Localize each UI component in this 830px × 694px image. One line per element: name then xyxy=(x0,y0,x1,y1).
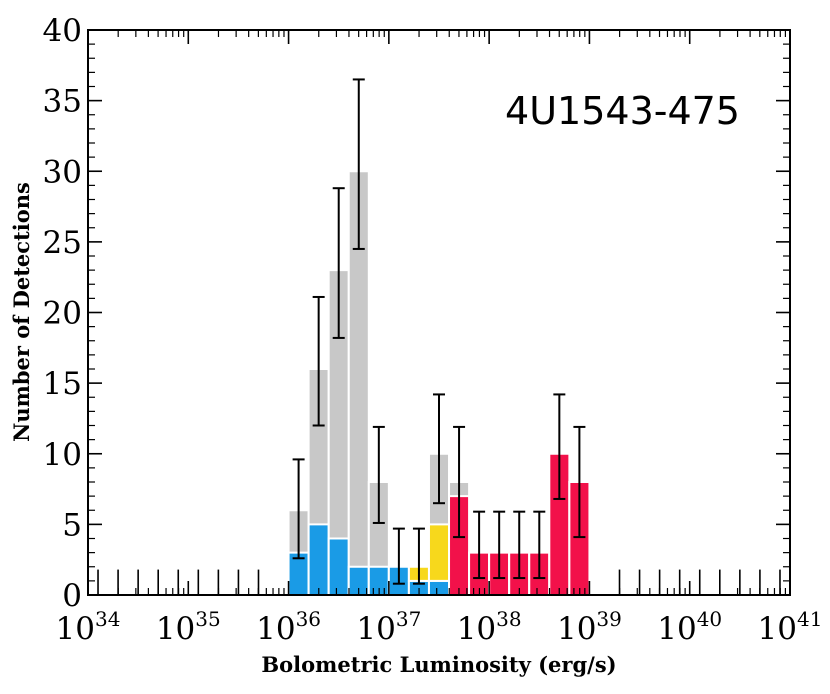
annotation-label: 4U1543-475 xyxy=(505,89,740,133)
error-bars xyxy=(292,78,586,585)
y-tick-label: 5 xyxy=(62,507,82,543)
x-tick-label: 1035 xyxy=(156,607,221,647)
bar-segment-0 xyxy=(427,579,451,596)
x-tick-label: 1039 xyxy=(557,607,622,647)
x-axis-title: Bolometric Luminosity (erg/s) xyxy=(261,652,616,677)
x-tick-exponent: 34 xyxy=(95,607,120,631)
x-tick-label: 1037 xyxy=(356,607,421,647)
x-tick-base: 10 xyxy=(657,611,696,647)
y-tick-label: 10 xyxy=(43,437,82,473)
x-tick-label: 1036 xyxy=(256,607,321,647)
x-tick-base: 10 xyxy=(156,611,195,647)
y-tick-label: 20 xyxy=(43,296,82,332)
bar-segment-0 xyxy=(327,537,350,596)
x-tick-base: 10 xyxy=(457,611,496,647)
y-tick-label: 40 xyxy=(43,13,82,49)
x-tick-exponent: 35 xyxy=(195,607,220,631)
bars-layer xyxy=(287,170,591,596)
axis-ticks xyxy=(87,29,791,596)
y-tick-label: 15 xyxy=(43,366,82,402)
x-tick-label: 1040 xyxy=(657,607,722,647)
x-tick-base: 10 xyxy=(758,611,797,647)
bar-segment-0 xyxy=(307,523,330,596)
x-tick-exponent: 41 xyxy=(797,607,822,631)
x-tick-base: 10 xyxy=(256,611,295,647)
y-tick-label: 0 xyxy=(62,578,82,614)
x-tick-base: 10 xyxy=(356,611,395,647)
x-tick-label: 1041 xyxy=(758,607,823,647)
x-tick-exponent: 40 xyxy=(697,607,722,631)
x-tick-label: 1038 xyxy=(457,607,522,647)
bar-segment-1 xyxy=(427,523,451,582)
x-tick-exponent: 36 xyxy=(296,607,321,631)
y-axis-title: Number of Detections xyxy=(9,182,34,442)
x-tick-exponent: 39 xyxy=(596,607,621,631)
y-tick-label: 25 xyxy=(43,225,82,261)
y-tick-label: 35 xyxy=(43,84,82,120)
x-tick-base: 10 xyxy=(557,611,596,647)
x-tick-exponent: 38 xyxy=(496,607,521,631)
x-tick-label: 1034 xyxy=(56,607,121,647)
y-tick-label: 30 xyxy=(43,154,82,190)
x-tick-base: 10 xyxy=(56,611,95,647)
x-tick-exponent: 37 xyxy=(396,607,421,631)
